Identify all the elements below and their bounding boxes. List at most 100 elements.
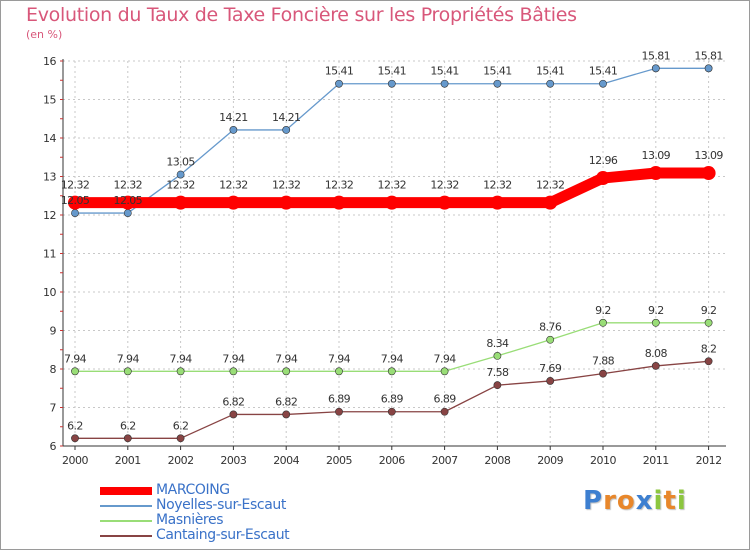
data-point	[71, 434, 79, 443]
legend-label: Cantaing-sur-Escaut	[156, 527, 290, 543]
data-label: 15.41	[589, 65, 618, 78]
data-point	[335, 79, 343, 88]
data-label: 7.94	[222, 352, 245, 365]
data-label: 7.94	[328, 352, 351, 365]
data-label: 12.32	[166, 179, 195, 192]
x-tick-label: 2012	[696, 454, 722, 467]
data-label: 15.41	[483, 65, 512, 78]
legend-label: Masnières	[156, 512, 224, 528]
data-point	[387, 407, 396, 416]
data-label: 15.81	[642, 49, 671, 62]
series-cantaing-sur-escaut	[71, 357, 713, 443]
data-label: 12.32	[114, 179, 143, 192]
data-point	[335, 367, 343, 376]
data-label: 7.94	[275, 352, 298, 365]
data-label: 6.2	[173, 419, 189, 432]
data-point	[546, 335, 555, 344]
data-label: 8.34	[486, 337, 509, 350]
data-point	[282, 367, 291, 376]
data-label: 6.89	[328, 393, 351, 406]
data-point	[176, 170, 185, 179]
x-tick-label: 2011	[643, 454, 669, 467]
logo-letter: i	[653, 486, 664, 516]
legend-swatch	[100, 535, 152, 537]
chart-title: Evolution du Taux de Taxe Foncière sur l…	[26, 4, 577, 26]
data-point	[704, 64, 713, 73]
data-point	[493, 79, 502, 88]
data-point	[176, 434, 185, 443]
data-label: 9.2	[648, 304, 664, 317]
data-label: 6.89	[381, 393, 404, 406]
data-label: 7.94	[117, 352, 140, 365]
data-point	[387, 79, 396, 88]
x-tick-label: 2000	[62, 454, 88, 467]
data-label: 9.2	[595, 304, 611, 317]
data-point	[599, 79, 607, 88]
data-point	[123, 434, 132, 443]
data-label: 6.2	[67, 419, 83, 432]
logo-letter: r	[603, 486, 617, 516]
data-point	[490, 195, 505, 210]
data-point	[599, 369, 607, 378]
proxiti-logo: Proxiti	[583, 486, 687, 516]
legend-swatch	[100, 505, 152, 507]
data-label: 15.41	[378, 65, 407, 78]
data-label: 12.32	[378, 179, 407, 192]
y-tick-label: 12	[43, 209, 56, 222]
data-point	[335, 407, 343, 416]
y-tick-label: 10	[43, 286, 56, 299]
series-masni-res	[71, 318, 713, 376]
data-point	[543, 195, 558, 210]
x-tick-label: 2007	[432, 454, 458, 467]
x-tick-label: 2005	[326, 454, 352, 467]
x-tick-label: 2002	[168, 454, 194, 467]
data-point	[282, 410, 291, 419]
y-tick-label: 9	[50, 325, 57, 338]
data-label: 6.82	[275, 395, 297, 408]
x-tick-label: 2004	[273, 454, 299, 467]
data-point	[437, 195, 452, 210]
data-point	[704, 318, 713, 327]
line-chart: 6 7 8 9 10 11 12 13 14 15 16 2000 2001 2002 2003 2004 20…	[43, 49, 726, 467]
logo-letter: t	[663, 486, 677, 516]
data-label: 14.21	[219, 111, 248, 124]
y-tick-label: 13	[43, 171, 56, 184]
data-point	[226, 195, 241, 210]
y-tick-label: 16	[43, 55, 56, 68]
data-label: 12.96	[589, 154, 618, 167]
data-label: 15.41	[325, 65, 354, 78]
x-tick-label: 2009	[537, 454, 563, 467]
data-label: 7.69	[539, 362, 562, 375]
y-tick-label: 7	[50, 402, 57, 415]
logo-letter: o	[616, 486, 636, 516]
data-point	[229, 367, 238, 376]
data-label: 7.94	[64, 352, 87, 365]
y-tick-label: 11	[43, 248, 56, 261]
data-point	[651, 64, 660, 73]
data-label: 6.89	[434, 393, 457, 406]
data-label: 15.41	[536, 65, 565, 78]
logo-letter: x	[635, 486, 654, 516]
data-point	[229, 410, 238, 419]
data-point	[123, 209, 132, 217]
data-label: 12.32	[325, 179, 354, 192]
x-tick-label: 2003	[220, 454, 246, 467]
data-label: 12.32	[219, 179, 248, 192]
data-label: 13.09	[642, 149, 671, 162]
data-label: 6.2	[120, 419, 136, 432]
data-point	[282, 126, 291, 134]
series-marcoing	[68, 166, 716, 210]
x-tick-label: 2001	[115, 454, 141, 467]
data-label: 8.08	[645, 347, 668, 360]
data-point	[120, 195, 135, 210]
data-label: 15.81	[694, 49, 723, 62]
data-point	[651, 318, 660, 327]
data-label: 12.32	[61, 179, 90, 192]
data-point	[599, 318, 607, 327]
data-point	[493, 381, 502, 390]
x-tick-label: 2006	[379, 454, 405, 467]
data-point	[279, 195, 294, 210]
data-point	[229, 126, 238, 134]
data-label: 7.88	[592, 355, 615, 368]
data-label: 7.58	[486, 366, 509, 379]
